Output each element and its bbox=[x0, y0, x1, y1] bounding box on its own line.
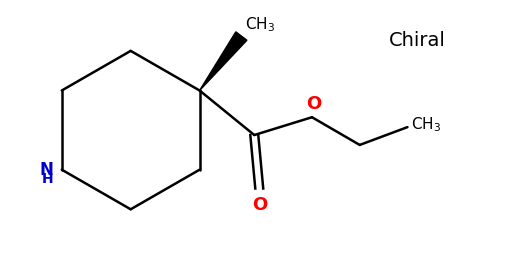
Text: O: O bbox=[306, 95, 322, 113]
Text: CH$_3$: CH$_3$ bbox=[245, 15, 275, 34]
Text: CH$_3$: CH$_3$ bbox=[412, 116, 441, 135]
Polygon shape bbox=[200, 32, 247, 91]
Text: O: O bbox=[251, 197, 267, 214]
Text: N: N bbox=[40, 161, 54, 179]
Text: H: H bbox=[42, 172, 54, 186]
Text: Chiral: Chiral bbox=[389, 31, 446, 50]
